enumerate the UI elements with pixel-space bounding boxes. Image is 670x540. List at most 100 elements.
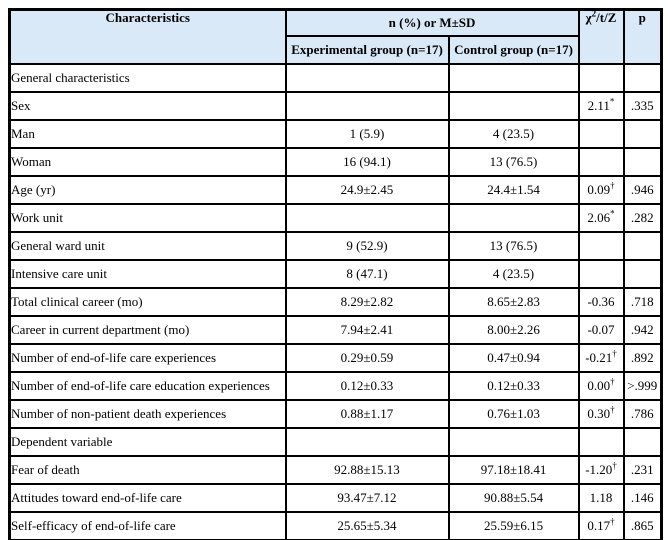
statistic-superscript: † [610, 180, 615, 191]
table-row: Number of end-of-life care experiences 0.… [8, 343, 663, 373]
p-value: .231 [622, 455, 663, 485]
statistic-number: 2.06 [587, 209, 611, 225]
p-value: .946 [622, 175, 663, 205]
table-row: General characteristics [8, 63, 663, 93]
statistic-number: 0.30 [587, 405, 611, 421]
control-value: 0.76±1.03 [447, 399, 580, 429]
control-value [447, 63, 580, 93]
row-label: Fear of death [8, 455, 287, 485]
table-row: Age (yr) 24.9±2.45 24.4±1.54 0.09† .946 [8, 175, 663, 205]
row-label: Dependent variable [8, 427, 287, 457]
header-characteristics: Characteristics [8, 8, 287, 65]
statistic-value [577, 63, 625, 93]
p-value: .786 [622, 399, 663, 429]
statistic-number: 1.18 [589, 489, 613, 505]
header-p-value: p [622, 8, 663, 65]
statistic-value: 0.00† [577, 371, 625, 401]
chi-superscript: 2 [591, 9, 597, 19]
statistic-number: 0.00 [587, 377, 611, 393]
control-value: 4 (23.5) [447, 119, 580, 149]
table-row: Intensive care unit 8 (47.1) 4 (23.5) [8, 259, 663, 289]
statistic-value: -0.21† [577, 343, 625, 373]
stats-table: Characteristics n (%) or M±SD χ2/t/Z p E… [8, 8, 664, 540]
row-label: Age (yr) [8, 175, 287, 205]
control-value: 97.18±18.41 [447, 455, 580, 485]
p-value: .865 [622, 511, 663, 540]
control-value [447, 203, 580, 233]
statistic-superscript: † [610, 404, 615, 415]
row-label: Attitudes toward end-of-life care [8, 483, 287, 513]
table-row: Dependent variable [8, 427, 663, 457]
p-value [622, 427, 663, 457]
control-value: 90.88±5.54 [447, 483, 580, 513]
row-label: Man [8, 119, 287, 149]
statistic-number: 2.11 [587, 97, 610, 113]
table-row: Number of non-patient death experiences 0… [8, 399, 663, 429]
statistic-number: -0.07 [587, 321, 615, 337]
row-label: Work unit [8, 203, 287, 233]
experimental-value: 7.94±2.41 [284, 315, 450, 345]
p-value: .892 [622, 343, 663, 373]
statistic-number: -0.36 [587, 293, 615, 309]
experimental-value: 25.65±5.34 [284, 511, 450, 540]
control-value: 24.4±1.54 [447, 175, 580, 205]
table-row: Number of end-of-life care education exp… [8, 371, 663, 401]
experimental-value: 92.88±15.13 [284, 455, 450, 485]
statistic-value: -0.36 [577, 287, 625, 317]
row-label: General ward unit [8, 231, 287, 261]
header-row-top: Characteristics n (%) or M±SD χ2/t/Z p [8, 8, 663, 65]
table-row: Attitudes toward end-of-life care 93.47±7… [8, 483, 663, 513]
experimental-value: 8.29±2.82 [284, 287, 450, 317]
experimental-value [284, 91, 450, 121]
statistic-number: -1.20 [585, 461, 613, 477]
statistic-value: 2.11* [577, 91, 625, 121]
statistic-value: 1.18 [577, 483, 625, 513]
experimental-value [284, 427, 450, 457]
p-value: .718 [622, 287, 663, 317]
row-label: Total clinical career (mo) [8, 287, 287, 317]
experimental-value [284, 203, 450, 233]
table-row: General ward unit 9 (52.9) 13 (76.5) [8, 231, 663, 261]
experimental-value [284, 63, 450, 93]
control-value: 25.59±6.15 [447, 511, 580, 540]
p-value: .282 [622, 203, 663, 233]
experimental-value: 0.88±1.17 [284, 399, 450, 429]
control-value: 13 (76.5) [447, 147, 580, 177]
experimental-value: 0.12±0.33 [284, 371, 450, 401]
p-value: .146 [622, 483, 663, 513]
statistic-value [577, 231, 625, 261]
statistic-number: 0.17 [587, 517, 611, 533]
table-row: Sex 2.11* .335 [8, 91, 663, 121]
table-row: Self-efficacy of end-of-life care 25.65±5… [8, 511, 663, 540]
header-experimental-group: Experimental group (n=17) [284, 35, 450, 65]
statistic-value: 0.09† [577, 175, 625, 205]
p-value [622, 119, 663, 149]
control-value [447, 427, 580, 457]
statistic-value: 0.17† [577, 511, 625, 540]
statistic-value: -1.20† [577, 455, 625, 485]
p-value [622, 259, 663, 289]
row-label: Number of end-of-life care education exp… [8, 371, 287, 401]
statistic-value [577, 259, 625, 289]
statistic-value: -0.07 [577, 315, 625, 345]
header-statistic: χ2/t/Z [577, 8, 625, 65]
statistic-value: 2.06* [577, 203, 625, 233]
p-value [622, 231, 663, 261]
statistic-number: 0.09 [587, 181, 611, 197]
row-label: Woman [8, 147, 287, 177]
statistic-number: -0.21 [585, 349, 613, 365]
statistic-superscript: * [609, 96, 615, 107]
row-label: Number of end-of-life care experiences [8, 343, 287, 373]
statistic-value [577, 147, 625, 177]
statistic-superscript: † [610, 516, 615, 527]
control-value: 8.65±2.83 [447, 287, 580, 317]
control-value: 8.00±2.26 [447, 315, 580, 345]
p-value: >.999 [622, 371, 663, 401]
experimental-value: 16 (94.1) [284, 147, 450, 177]
chi-symbol: χ [585, 10, 592, 25]
statistic-superscript: † [612, 348, 617, 359]
experimental-value: 93.47±7.12 [284, 483, 450, 513]
table-body: General characteristics Sex 2.11* .335 Man 1 … [8, 63, 663, 540]
table-row: Career in current department (mo) 7.94±2.… [8, 315, 663, 345]
